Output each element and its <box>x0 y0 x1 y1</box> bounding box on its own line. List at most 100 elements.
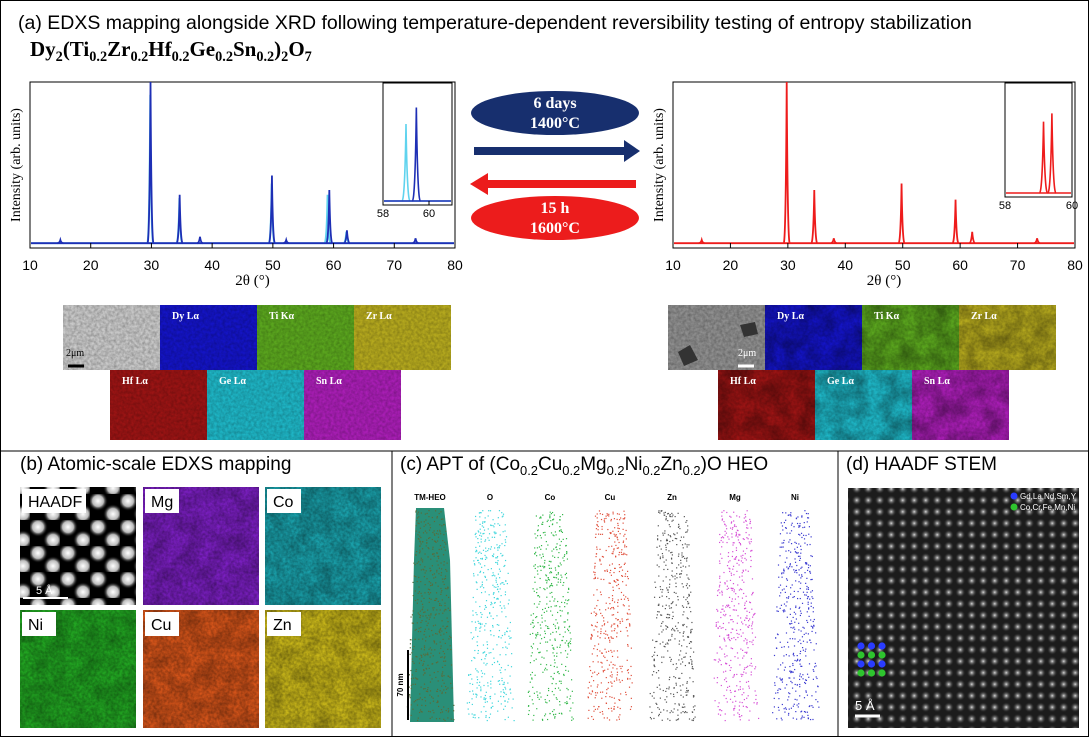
apt-point <box>474 650 475 651</box>
apt-point <box>554 655 555 656</box>
apt-point <box>611 652 612 653</box>
apt-point <box>723 695 724 696</box>
apt-point <box>783 655 784 656</box>
apt-point <box>432 574 433 575</box>
apt-point <box>423 661 424 662</box>
apt-point <box>685 665 686 666</box>
apt-point <box>690 648 691 649</box>
apt-point <box>785 687 786 688</box>
apt-point <box>609 565 610 566</box>
apt-point <box>436 592 437 593</box>
apt-point <box>811 695 812 696</box>
apt-point <box>507 701 508 702</box>
apt-point <box>658 575 659 576</box>
apt-point <box>473 560 474 561</box>
apt-point <box>419 658 420 659</box>
apt-point <box>528 714 529 715</box>
apt-point <box>790 594 791 595</box>
apt-point <box>779 595 780 596</box>
apt-point <box>417 563 418 564</box>
apt-point <box>472 713 473 714</box>
apt-point <box>742 562 743 563</box>
apt-point <box>611 626 612 627</box>
apt-point <box>618 542 619 543</box>
apt-point <box>693 681 694 682</box>
apt-point <box>483 572 484 573</box>
apt-point <box>804 711 805 712</box>
apt-point <box>490 681 491 682</box>
apt-point <box>482 584 483 585</box>
apt-point <box>622 570 623 571</box>
apt-point <box>778 611 779 612</box>
apt-point <box>747 510 748 511</box>
apt-point <box>749 641 750 642</box>
apt-point <box>744 667 745 668</box>
apt-point <box>778 698 779 699</box>
apt-point <box>785 520 786 521</box>
apt-point <box>670 526 671 527</box>
apt-point <box>683 537 684 538</box>
apt-point <box>688 603 689 604</box>
apt-point <box>471 632 472 633</box>
apt-point <box>662 557 663 558</box>
apt-point <box>505 581 506 582</box>
apt-point <box>810 579 811 580</box>
apt-point <box>787 642 788 643</box>
apt-point <box>681 645 682 646</box>
apt-point <box>469 683 470 684</box>
apt-point <box>609 696 610 697</box>
apt-point <box>683 696 684 697</box>
apt-point <box>502 647 503 648</box>
apt-point <box>623 542 624 543</box>
apt-point <box>654 582 655 583</box>
apt-point <box>599 559 600 560</box>
apt-point <box>497 584 498 585</box>
panel-title: (d) HAADF STEM <box>846 454 997 475</box>
apt-point <box>410 643 411 644</box>
apt-point <box>664 514 665 515</box>
apt-point <box>795 711 796 712</box>
apt-point <box>754 668 755 669</box>
apt-point <box>724 639 725 640</box>
apt-point <box>791 708 792 709</box>
apt-point <box>440 635 441 636</box>
apt-point <box>506 694 507 695</box>
apt-point <box>544 560 545 561</box>
apt-point <box>494 523 495 524</box>
apt-point <box>678 526 679 527</box>
apt-point <box>811 626 812 627</box>
apt-point <box>660 643 661 644</box>
apt-point <box>726 512 727 513</box>
apt-point <box>626 538 627 539</box>
apt-point <box>476 696 477 697</box>
apt-point <box>736 685 737 686</box>
apt-point <box>609 603 610 604</box>
apt-point <box>788 677 789 678</box>
apt-point <box>601 526 602 527</box>
apt-point <box>416 510 417 511</box>
apt-point <box>511 666 512 667</box>
apt-point <box>541 545 542 546</box>
apt-point <box>484 658 485 659</box>
apt-point <box>424 645 425 646</box>
apt-point <box>668 592 669 593</box>
apt-point <box>507 583 508 584</box>
apt-point <box>441 592 442 593</box>
apt-point <box>572 702 573 703</box>
apt-point <box>601 682 602 683</box>
apt-point <box>565 545 566 546</box>
apt-point <box>810 619 811 620</box>
apt-point <box>412 684 413 685</box>
apt-point <box>424 634 425 635</box>
apt-point <box>690 631 691 632</box>
apt-point <box>684 558 685 559</box>
apt-point <box>727 589 728 590</box>
apt-point <box>782 662 783 663</box>
apt-point <box>410 647 411 648</box>
apt-point <box>673 694 674 695</box>
apt-point <box>416 656 417 657</box>
apt-point <box>486 715 487 716</box>
apt-point <box>667 718 668 719</box>
apt-point <box>549 700 550 701</box>
apt-point <box>800 615 801 616</box>
